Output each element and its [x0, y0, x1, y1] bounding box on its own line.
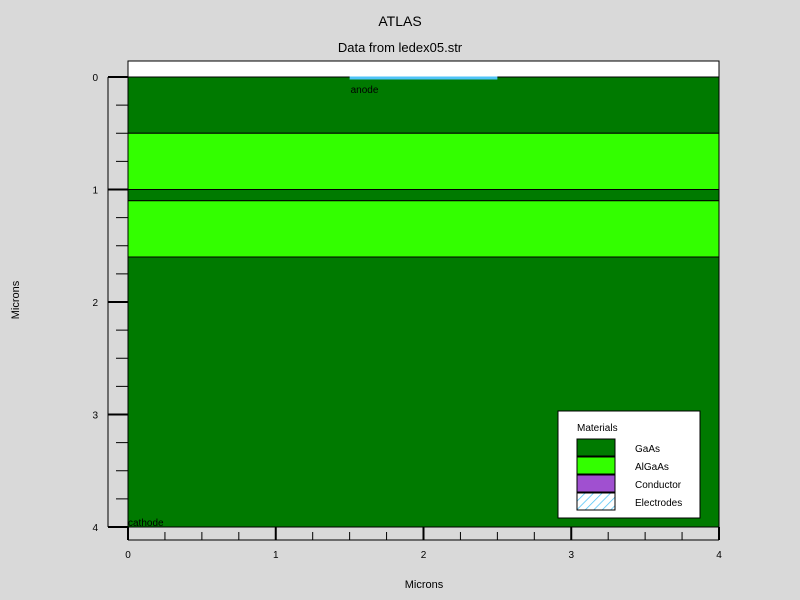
y-tick-label: 0 [92, 73, 98, 84]
electrode-anode-label: anode [351, 85, 379, 96]
legend-swatch-electrodes [576, 492, 616, 511]
electrode-layer: anode cathode [128, 76, 498, 529]
x-tick-label: 1 [273, 550, 279, 561]
chart-subtitle: Data from ledex05.str [338, 40, 463, 55]
legend-label-algaas: AlGaAs [635, 462, 669, 473]
x-tick-label: 3 [568, 550, 574, 561]
x-axis-label: Microns [405, 579, 444, 591]
y-tick-label: 2 [92, 298, 98, 309]
legend-label-electrodes: Electrodes [635, 498, 682, 509]
x-tick-label: 4 [716, 550, 722, 561]
y-tick-label: 4 [92, 523, 98, 534]
legend-swatch-conductor [576, 474, 616, 493]
x-tick-label: 0 [125, 550, 131, 561]
electrode-cathode-label: cathode [128, 518, 164, 529]
legend-label-conductor: Conductor [635, 480, 682, 491]
y-tick-label: 1 [92, 186, 98, 197]
region-gaas-2 [127, 189, 720, 202]
region-algaas-3 [127, 200, 720, 258]
y-tick-label: 3 [92, 411, 98, 422]
x-tick-label: 2 [421, 550, 427, 561]
legend-label-gaas: GaAs [635, 444, 660, 455]
y-axis-label: Microns [10, 280, 22, 319]
region-algaas-1 [127, 132, 720, 190]
legend-swatch-gaas [576, 438, 616, 457]
region-gaas-0 [127, 76, 720, 134]
axes: 0 1 2 3 4 0 1 2 3 4 [92, 73, 722, 561]
legend: Materials GaAs AlGaAs Conductor Electrodes [557, 410, 701, 519]
legend-title: Materials [577, 423, 618, 434]
chart-title: ATLAS [378, 13, 421, 29]
legend-swatch-algaas [576, 456, 616, 475]
